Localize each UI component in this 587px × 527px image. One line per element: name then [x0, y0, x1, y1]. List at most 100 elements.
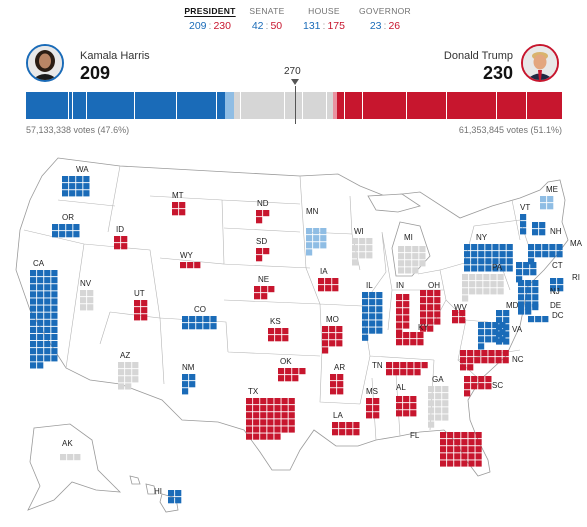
- state-de-tiles[interactable]: [518, 304, 539, 311]
- state-ri-tiles[interactable]: [550, 278, 564, 292]
- ev-tile-dc: [535, 316, 542, 323]
- state-ms-tiles[interactable]: [366, 398, 380, 419]
- state-ky-tiles[interactable]: [396, 332, 424, 346]
- state-ct-tiles[interactable]: [516, 262, 537, 283]
- state-la-tiles[interactable]: [332, 422, 360, 436]
- ev-tile-ny: [471, 244, 478, 251]
- state-mt-tiles[interactable]: [172, 202, 186, 216]
- ev-tile-tx: [274, 419, 281, 426]
- ev-tile-mn: [313, 235, 320, 242]
- state-wi-tiles[interactable]: [352, 238, 373, 266]
- ev-tile-id: [121, 236, 128, 243]
- ev-tile-oh: [427, 325, 434, 332]
- state-id-tiles[interactable]: [114, 236, 128, 250]
- ev-tile-co: [182, 316, 189, 323]
- ev-tile-ia: [325, 278, 332, 285]
- ev-tile-co: [189, 316, 196, 323]
- state-pa-tiles[interactable]: [462, 274, 504, 302]
- ev-tile-nc: [460, 350, 467, 357]
- state-ak-tiles[interactable]: [60, 454, 81, 461]
- state-tx-tiles[interactable]: [246, 398, 295, 440]
- ev-tile-tn: [400, 369, 407, 376]
- state-wy-tiles[interactable]: [180, 262, 201, 269]
- state-va-tiles[interactable]: [478, 322, 506, 350]
- ev-tile-in: [396, 308, 403, 315]
- state-ne-tiles[interactable]: [254, 286, 275, 300]
- ev-tile-mi: [398, 260, 405, 267]
- ev-tile-ny: [478, 251, 485, 258]
- state-or-tiles[interactable]: [52, 224, 80, 238]
- state-wa-tiles[interactable]: [62, 176, 90, 197]
- state-fl-tiles[interactable]: [440, 432, 482, 467]
- state-ia-tiles[interactable]: [318, 278, 339, 292]
- ev-tile-mn: [306, 249, 313, 256]
- tab-president[interactable]: PRESIDENT 209:230: [180, 6, 240, 32]
- state-dc-tiles[interactable]: [528, 316, 549, 323]
- state-me-tiles[interactable]: [540, 196, 554, 210]
- state-nj-tiles[interactable]: [518, 280, 539, 315]
- state-ok-tiles[interactable]: [278, 368, 306, 382]
- ev-tile-ct: [523, 269, 530, 276]
- ev-tile-co: [203, 316, 210, 323]
- ev-tile-al: [403, 410, 410, 417]
- state-vt-tiles[interactable]: [520, 214, 527, 235]
- state-ut-tiles[interactable]: [134, 300, 148, 321]
- ev-tile-oh: [420, 311, 427, 318]
- state-nc-tiles[interactable]: [460, 350, 509, 371]
- ev-tile-ny: [478, 258, 485, 265]
- state-nm-tiles[interactable]: [182, 374, 196, 395]
- tab-senate[interactable]: SENATE 42:50: [242, 6, 292, 32]
- ev-tile-il: [362, 320, 369, 327]
- ev-tile-fl: [475, 432, 482, 439]
- state-ca-tiles[interactable]: [30, 270, 58, 369]
- ev-tile-nj: [518, 287, 525, 294]
- ev-tile-ga: [428, 386, 435, 393]
- tab-governor[interactable]: GOVERNOR 23:26: [354, 6, 416, 32]
- state-ny-tiles[interactable]: [464, 244, 513, 272]
- ev-tile-ct: [516, 262, 523, 269]
- state-tn-tiles[interactable]: [386, 362, 428, 376]
- ev-tile-il: [369, 313, 376, 320]
- ev-tile-ca: [44, 291, 51, 298]
- ev-tile-az: [132, 362, 139, 369]
- state-nv-tiles[interactable]: [80, 290, 94, 311]
- ev-tile-me: [540, 203, 547, 210]
- state-ks-tiles[interactable]: [268, 328, 289, 342]
- state-il-tiles[interactable]: [362, 292, 383, 341]
- ev-tile-nh: [532, 222, 539, 229]
- ev-tile-nj: [525, 308, 532, 315]
- state-nh-tiles[interactable]: [532, 222, 546, 236]
- ev-tile-ny: [464, 244, 471, 251]
- ev-tile-mn: [320, 242, 327, 249]
- ev-tile-wi: [366, 245, 373, 252]
- ev-tile-pa: [490, 281, 497, 288]
- state-md-tiles[interactable]: [496, 310, 510, 345]
- state-label-la: LA: [333, 411, 343, 420]
- ev-tile-il: [369, 299, 376, 306]
- ev-tile-mo: [329, 340, 336, 347]
- state-mo-tiles[interactable]: [322, 326, 343, 354]
- state-nd-tiles[interactable]: [256, 210, 270, 224]
- state-az-tiles[interactable]: [118, 362, 139, 390]
- state-label-co: CO: [194, 305, 206, 314]
- state-sd-tiles[interactable]: [256, 248, 270, 262]
- ev-tile-il: [376, 292, 383, 299]
- tab-house[interactable]: HOUSE 131:175: [298, 6, 350, 32]
- state-sc-tiles[interactable]: [464, 376, 492, 397]
- ev-tile-ca: [51, 341, 58, 348]
- ev-tile-ca: [44, 284, 51, 291]
- state-oh-tiles[interactable]: [420, 290, 441, 332]
- ev-tile-tx: [288, 419, 295, 426]
- state-wv-tiles[interactable]: [452, 310, 466, 324]
- state-ga-tiles[interactable]: [428, 386, 449, 428]
- state-mi-tiles[interactable]: [398, 246, 426, 274]
- state-ma-tiles[interactable]: [528, 244, 563, 265]
- ev-tile-nj: [518, 294, 525, 301]
- state-ar-tiles[interactable]: [330, 374, 344, 395]
- state-co-tiles[interactable]: [182, 316, 217, 330]
- state-hi-tiles[interactable]: [168, 490, 182, 504]
- state-mn-tiles[interactable]: [306, 228, 327, 256]
- ev-tile-ks: [275, 335, 282, 342]
- ev-tile-ca: [30, 319, 37, 326]
- state-al-tiles[interactable]: [396, 396, 417, 417]
